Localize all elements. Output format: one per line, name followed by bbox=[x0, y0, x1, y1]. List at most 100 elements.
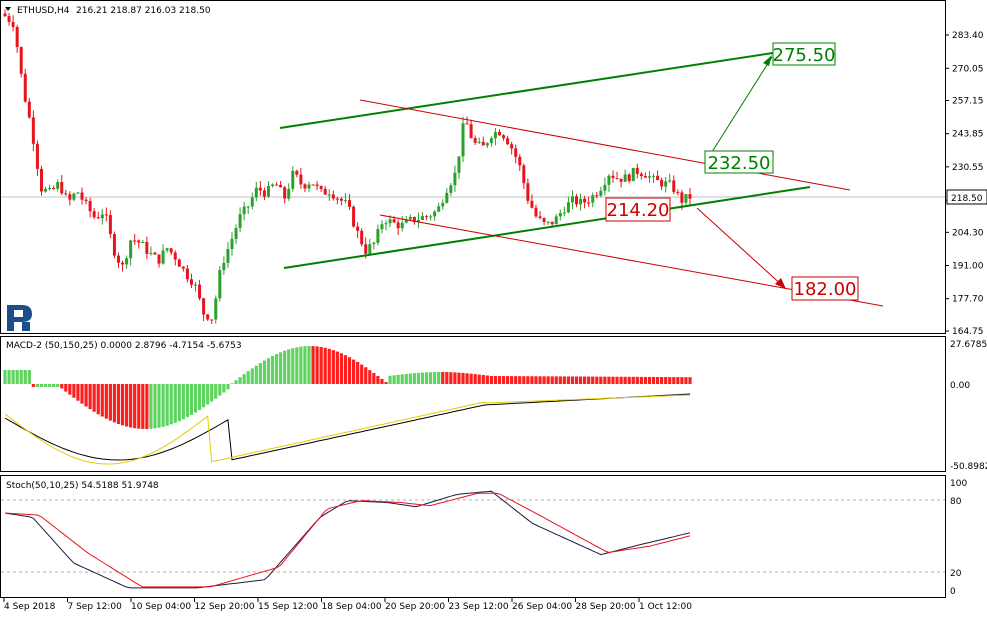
macd-bar bbox=[181, 384, 185, 420]
macd-bar bbox=[578, 376, 583, 384]
macd-bar bbox=[197, 384, 202, 410]
candle-body bbox=[652, 175, 656, 177]
candle-body bbox=[538, 216, 542, 219]
current-price-text: 218.50 bbox=[951, 194, 983, 204]
macd-bar bbox=[234, 380, 238, 384]
candle-body bbox=[287, 188, 291, 199]
time-tick-label: 1 Oct 12:00 bbox=[639, 602, 692, 612]
candle-body bbox=[676, 191, 680, 193]
candle-body bbox=[149, 252, 153, 254]
macd-bar bbox=[603, 376, 607, 384]
candle-body bbox=[368, 244, 372, 254]
macd-bar bbox=[287, 349, 291, 384]
macd-bar bbox=[347, 357, 352, 384]
candle-body bbox=[226, 249, 230, 263]
candle-body bbox=[246, 206, 250, 208]
candle-body bbox=[420, 216, 424, 220]
candle-body bbox=[408, 216, 412, 220]
macd-bar bbox=[530, 376, 534, 384]
candle-body bbox=[688, 194, 692, 199]
price-tick-label: 257.15 bbox=[952, 96, 984, 106]
candle-body bbox=[465, 123, 469, 125]
candle-body bbox=[331, 194, 335, 199]
target-232-text: 232.50 bbox=[708, 153, 771, 174]
candle-body bbox=[352, 206, 356, 227]
macd-bar bbox=[651, 376, 656, 384]
macd-bar bbox=[558, 376, 562, 384]
candle-body bbox=[206, 314, 210, 320]
macd-bar bbox=[514, 376, 518, 384]
macd-bar bbox=[538, 376, 542, 384]
macd-bar bbox=[639, 376, 643, 384]
macd-bar bbox=[655, 376, 660, 384]
macd-bar bbox=[562, 376, 566, 384]
macd-bar bbox=[173, 384, 177, 423]
macd-bar bbox=[149, 384, 153, 429]
ohlc-label: 216.21 218.87 216.03 218.50 bbox=[76, 6, 211, 16]
time-axis: 4 Sep 2018 7 Sep 12:00 10 Sep 04:00 12 Sep … bbox=[3, 598, 692, 612]
candle-body bbox=[15, 26, 19, 48]
stoch-pane[interactable] bbox=[0, 475, 946, 598]
candle-body bbox=[137, 240, 141, 243]
macd-bar bbox=[445, 372, 449, 384]
chart-dropdown-icon[interactable] bbox=[5, 7, 11, 11]
macd-bar bbox=[619, 376, 623, 384]
macd-bar bbox=[238, 377, 242, 384]
macd-bar bbox=[412, 373, 416, 384]
candle-body bbox=[210, 319, 214, 321]
candle-body bbox=[627, 174, 631, 182]
time-tick-label: 28 Sep 20:00 bbox=[576, 602, 636, 612]
macd-bar bbox=[153, 384, 157, 429]
macd-bar bbox=[416, 372, 421, 384]
candle-body bbox=[112, 234, 116, 256]
macd-bar bbox=[129, 384, 133, 428]
macd-bar bbox=[510, 376, 514, 384]
stoch-0-tick: 0 bbox=[950, 587, 956, 597]
current-price-tag: 218.50 bbox=[946, 189, 987, 205]
macd-bar bbox=[400, 374, 404, 384]
upper-red-channel-line bbox=[359, 99, 851, 191]
candle-body bbox=[664, 181, 668, 187]
macd-bar bbox=[137, 384, 141, 429]
macd-bar bbox=[100, 384, 104, 417]
macd-bar bbox=[356, 361, 360, 384]
price-tick-label: 177.70 bbox=[952, 295, 984, 305]
candle-body bbox=[56, 181, 60, 189]
stoch-80-tick: 80 bbox=[950, 497, 962, 507]
macd-bar bbox=[19, 370, 23, 384]
target-275-label: 275.50 bbox=[772, 42, 836, 66]
macd-bar bbox=[542, 376, 546, 384]
macd-bar bbox=[489, 376, 493, 384]
time-tick-label: 4 Sep 2018 bbox=[4, 602, 56, 612]
candle-body bbox=[68, 194, 72, 200]
macd-bar bbox=[672, 377, 676, 384]
candle-body bbox=[591, 195, 595, 203]
candle-body bbox=[656, 175, 660, 181]
macd-bar bbox=[534, 376, 538, 384]
macd-bar bbox=[351, 359, 356, 384]
macd-bar bbox=[680, 377, 684, 384]
macd-bar bbox=[230, 383, 234, 384]
macd-bar bbox=[258, 363, 262, 384]
upper-green-channel-line bbox=[279, 52, 774, 129]
macd-bar bbox=[465, 373, 469, 384]
candle-body bbox=[425, 216, 429, 218]
macd-bar bbox=[283, 350, 287, 384]
time-tick-label: 23 Sep 12:00 bbox=[449, 602, 509, 612]
macd-bar bbox=[550, 376, 554, 384]
price-tick-label: 204.30 bbox=[952, 228, 984, 238]
macd-bar bbox=[441, 372, 445, 384]
macd-bar bbox=[165, 384, 169, 426]
candle-body bbox=[173, 252, 177, 260]
candle-body bbox=[271, 184, 275, 186]
candle-body bbox=[218, 270, 222, 299]
stoch-label: Stoch(50,10,25) 54.5188 51.9748 bbox=[6, 481, 159, 491]
macd-bar bbox=[676, 377, 680, 384]
macd-bar bbox=[96, 384, 100, 415]
candle-body bbox=[234, 228, 238, 239]
macd-bar bbox=[27, 370, 31, 384]
macd-bar bbox=[60, 384, 64, 389]
macd-bar bbox=[88, 384, 92, 410]
